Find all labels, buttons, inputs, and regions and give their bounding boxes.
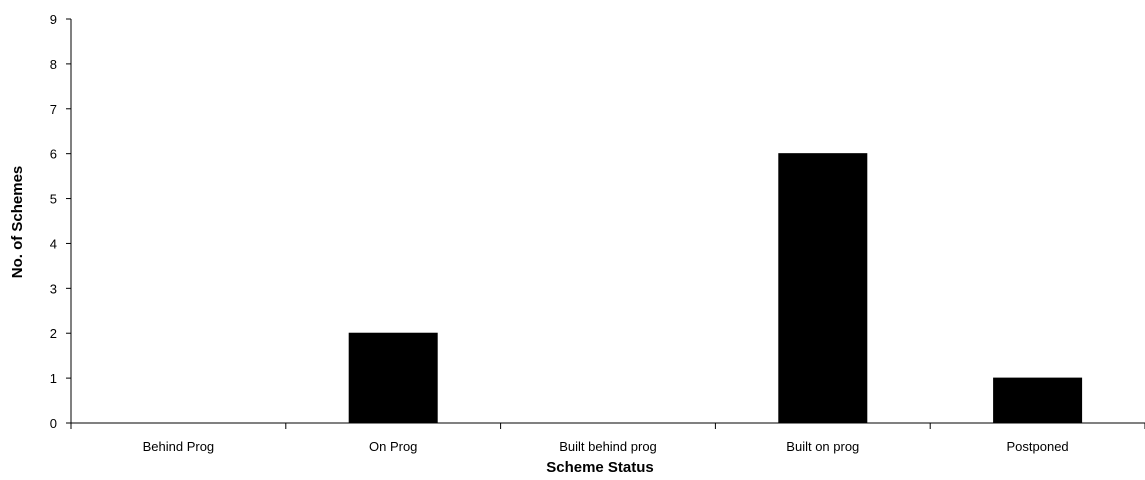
x-tick-label: Postponed xyxy=(1007,439,1069,454)
y-tick-label: 2 xyxy=(50,326,57,341)
y-tick-label: 9 xyxy=(50,12,57,27)
y-tick-label: 1 xyxy=(50,371,57,386)
bar-built-on-prog xyxy=(778,153,868,424)
y-tick-label: 6 xyxy=(50,147,57,162)
y-tick-label: 3 xyxy=(50,281,57,296)
x-axis: Behind Prog On Prog Built behind prog Built… xyxy=(70,422,1145,454)
y-tick-label: 8 xyxy=(50,57,57,72)
y-tick-label: 7 xyxy=(50,102,57,117)
x-tick-label: Built behind prog xyxy=(559,439,657,454)
y-tick-label: 5 xyxy=(50,192,57,207)
y-tick-label: 0 xyxy=(50,416,57,431)
x-axis-title: Scheme Status xyxy=(546,459,654,476)
y-axis: 0 1 2 3 4 5 6 7 8 9 xyxy=(50,12,72,431)
x-tick-label: Behind Prog xyxy=(143,439,215,454)
y-axis-title: No. of Schemes xyxy=(9,166,26,279)
x-tick-label: Built on prog xyxy=(786,439,859,454)
bar-on-prog xyxy=(348,332,438,424)
y-tick-label: 4 xyxy=(50,236,57,251)
x-tick-label: On Prog xyxy=(369,439,417,454)
bars xyxy=(348,153,1083,424)
bar-postponed xyxy=(993,377,1083,424)
